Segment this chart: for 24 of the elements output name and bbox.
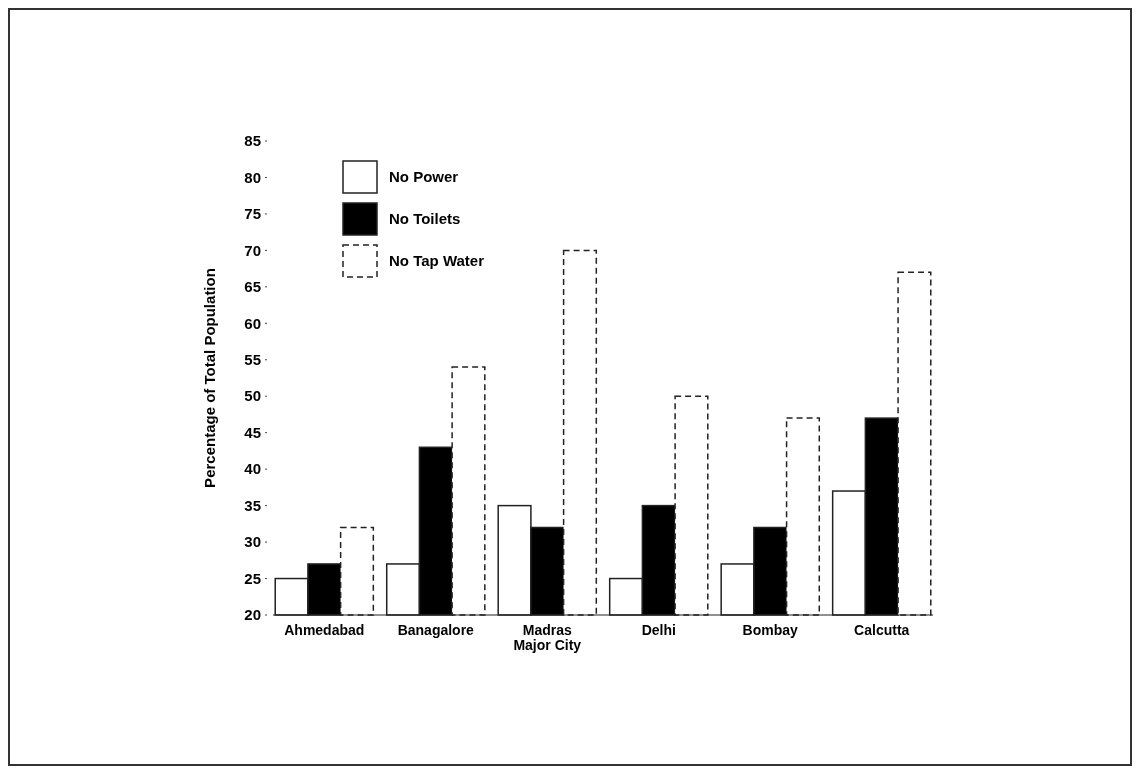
legend-label: No Tap Water: [389, 252, 485, 270]
y-tick-label: 40: [244, 460, 261, 478]
y-tick-label: 60: [244, 314, 261, 332]
x-tick-label: Delhi: [641, 622, 676, 638]
y-tick-label: 85: [244, 132, 261, 150]
y-axis-title: Percentage of Total Population: [201, 268, 218, 488]
y-tick-label: 25: [244, 569, 261, 587]
x-tick-label: Bombay: [742, 622, 799, 638]
y-tick-label: 35: [244, 496, 261, 514]
x-tick-label: Banagalore: [397, 622, 475, 638]
y-tick-label: 30: [244, 533, 261, 551]
y-tick-label: 20: [244, 606, 261, 624]
legend-label: No Power: [389, 168, 459, 186]
y-tick-label: 50: [244, 387, 261, 405]
y-tick-label: 45: [244, 423, 261, 441]
x-tick-label: Calcutta: [854, 622, 910, 638]
y-tick-label: 65: [244, 278, 261, 296]
y-tick-label: 80: [244, 168, 261, 186]
y-tick-label: 55: [244, 351, 261, 369]
x-tick-label: Ahmedabad: [284, 622, 365, 638]
y-tick-label: 75: [244, 205, 261, 223]
y-tick-label: 70: [244, 241, 261, 259]
legend-label: No Toilets: [389, 210, 461, 228]
x-tick-label: Madras Major City: [513, 622, 582, 653]
